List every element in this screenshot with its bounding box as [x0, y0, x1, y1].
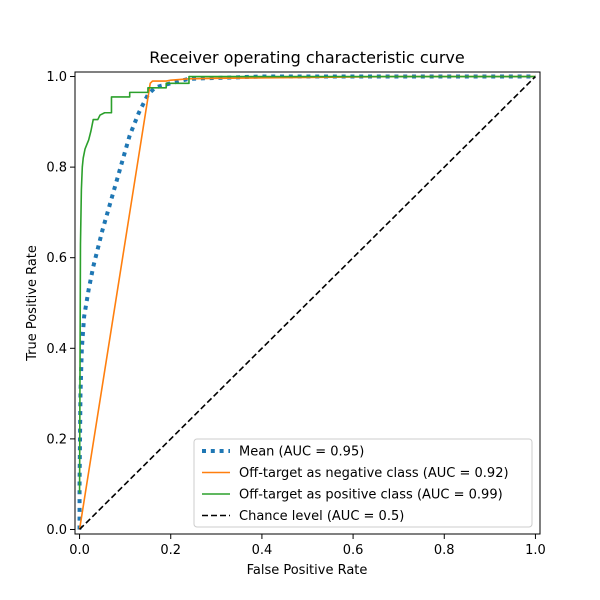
y-tick-label: 0.0 — [46, 523, 67, 538]
legend: Mean (AUC = 0.95) Off-target as negative … — [193, 438, 533, 528]
x-tick-label: 0.2 — [160, 543, 181, 558]
legend-label-4: Chance level (AUC = 0.5) — [239, 509, 404, 524]
y-tick-label: 0.6 — [46, 251, 67, 266]
x-tick-label: 0.0 — [69, 543, 90, 558]
y-axis-label: True Positive Rate — [25, 245, 40, 362]
x-tick-label: 0.6 — [343, 543, 364, 558]
legend-label-2: Off-target as negative class (AUC = 0.92… — [239, 466, 509, 481]
plot-frame — [74, 71, 541, 535]
x-tick-label: 0.4 — [252, 543, 273, 558]
legend-box — [193, 438, 533, 528]
legend-label-3: Off-target as positive class (AUC = 0.99… — [239, 488, 503, 503]
x-tick-label: 1.0 — [525, 543, 546, 558]
legend-label-1: Mean (AUC = 0.95) — [239, 445, 364, 460]
y-tick-label: 0.8 — [46, 161, 67, 176]
series-line-3 — [78, 75, 536, 494]
plot-lines — [77, 74, 537, 531]
axis-ticks: 0.0 0.2 0.4 0.6 0.8 1.0 0.0 0.2 0.4 0.6 0.8 1.0 — [46, 70, 545, 558]
y-tick-label: 0.4 — [46, 342, 67, 357]
y-tick-label: 1.0 — [46, 70, 67, 85]
x-tick-label: 0.8 — [434, 543, 455, 558]
y-tick-label: 0.2 — [46, 432, 67, 447]
x-axis-label: False Positive Rate — [247, 563, 368, 578]
chart-title: Receiver operating characteristic curve — [149, 48, 464, 67]
series-line-4 — [78, 75, 537, 531]
